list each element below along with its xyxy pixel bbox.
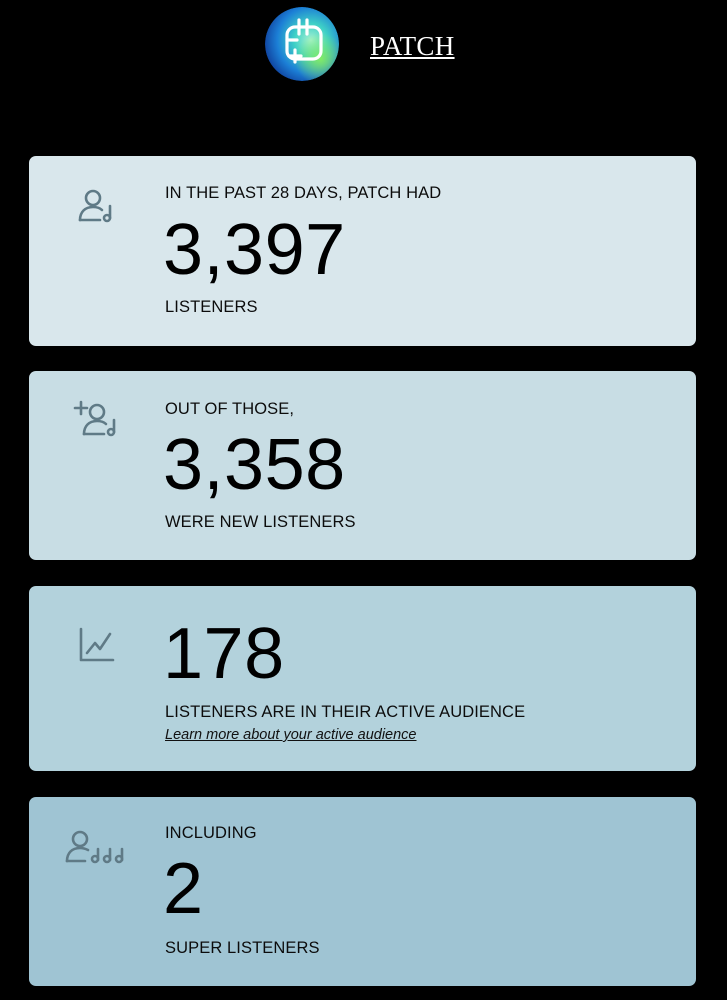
card-intro-text: IN THE PAST 28 DAYS, PATCH HAD <box>165 184 442 202</box>
listeners-count: 3,397 <box>163 210 346 290</box>
artist-name-link[interactable]: PATCH <box>370 31 455 61</box>
new-listeners-card: OUT OF THOSE, 3,358 WERE NEW LISTENERS <box>29 371 696 560</box>
super-listeners-count: 2 <box>163 849 204 929</box>
super-listeners-card: INCLUDING 2 SUPER LISTENERS <box>29 797 696 986</box>
active-audience-count: 178 <box>163 614 285 694</box>
card-caption-text: SUPER LISTENERS <box>165 939 320 957</box>
card-caption-text: WERE NEW LISTENERS <box>165 513 356 531</box>
active-audience-card: 178 LISTENERS ARE IN THEIR ACTIVE AUDIEN… <box>29 586 696 771</box>
trend-chart-icon <box>79 627 115 662</box>
card-caption-text: LISTENERS <box>165 298 258 316</box>
header: PATCH <box>0 0 727 95</box>
card-intro-text: OUT OF THOSE, <box>165 400 295 418</box>
listener-icon <box>78 189 112 223</box>
card-caption-text: LISTENERS ARE IN THEIR ACTIVE AUDIENCE <box>165 703 526 721</box>
card-intro-text: INCLUDING <box>165 824 257 842</box>
super-listeners-icon <box>65 830 124 864</box>
listeners-card: IN THE PAST 28 DAYS, PATCH HAD 3,397 LIS… <box>29 156 696 346</box>
patch-logo-icon[interactable] <box>265 7 339 81</box>
new-listener-icon <box>73 400 116 437</box>
learn-more-link[interactable]: Learn more about your active audience <box>165 727 417 743</box>
new-listeners-count: 3,358 <box>163 425 346 505</box>
